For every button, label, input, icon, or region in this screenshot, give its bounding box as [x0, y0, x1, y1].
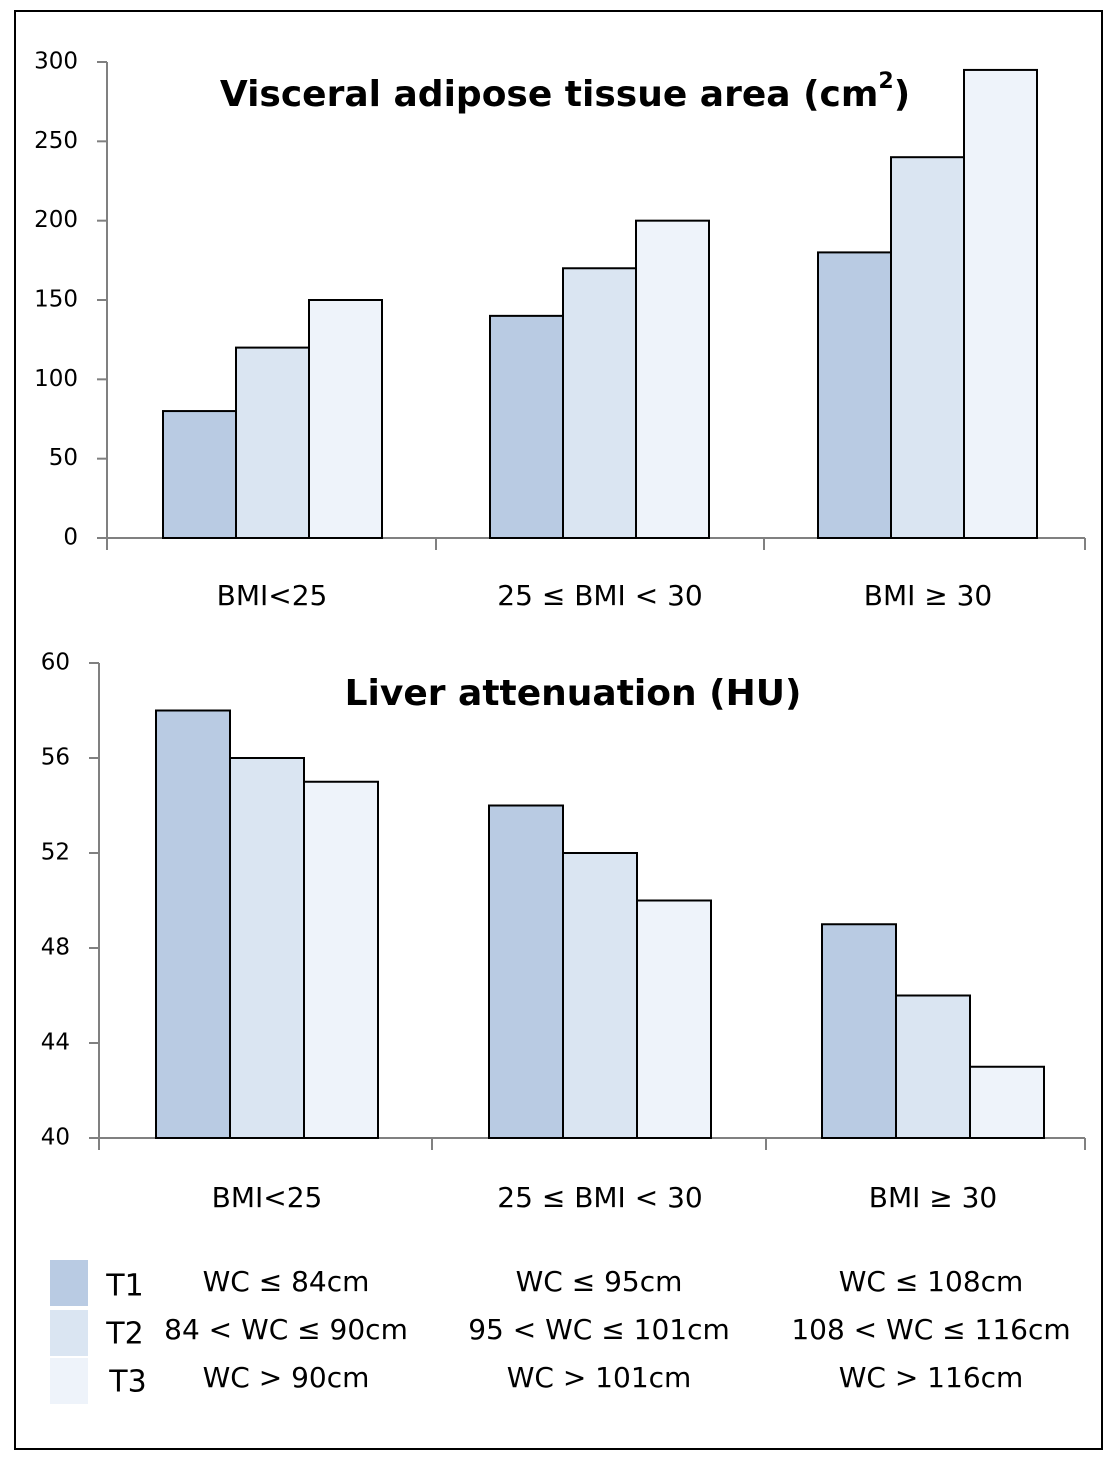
y-tick-label: 52: [41, 840, 70, 866]
bar-t3-1: [303, 780, 379, 1139]
legend-cell: WC > 101cm: [507, 1361, 692, 1394]
y-tick-label: 50: [49, 445, 78, 471]
bar-t1-2: [488, 804, 564, 1139]
y-tick-label: 150: [34, 287, 78, 313]
bar-t2-2: [562, 852, 638, 1139]
legend-swatch-t1: [50, 1260, 88, 1306]
legend: T1 WC ≤ 84cm WC ≤ 95cm WC ≤ 108cm T2 84 < WC …: [50, 1260, 1071, 1404]
legend-cell: 108 < WC ≤ 116cm: [791, 1313, 1070, 1346]
y-tick-label: 60: [41, 650, 70, 676]
legend-series-label: T2: [105, 1317, 143, 1352]
bar-t3-3: [969, 1065, 1045, 1139]
y-tick-label: 100: [34, 366, 78, 392]
x-category-label: BMI<25: [212, 1181, 323, 1214]
chart-title: Liver attenuation (HU): [345, 673, 802, 714]
x-category-label: 25 ≤ BMI < 30: [497, 1181, 702, 1214]
legend-cell: WC > 116cm: [839, 1361, 1024, 1394]
visceral-adipose-chart: Visceral adipose tissue area (cm2) 0 50 100…: [34, 49, 1086, 612]
x-category-label: BMI ≥ 30: [864, 579, 993, 612]
chart-title-superscript: 2: [878, 69, 893, 94]
y-tick-label: 48: [41, 935, 70, 961]
bar-t1-3: [817, 251, 892, 539]
bar-t2-1: [229, 757, 305, 1139]
bar-t3-3: [963, 68, 1038, 540]
chart-title-text: Liver attenuation (HU): [345, 673, 802, 714]
y-tick-label: 0: [63, 525, 78, 551]
bar-t2-3: [895, 994, 971, 1139]
legend-cell: 84 < WC ≤ 90cm: [164, 1313, 408, 1346]
bar-t3-2: [636, 899, 712, 1139]
bar-t1-1: [155, 709, 231, 1139]
legend-cell: 95 < WC ≤ 101cm: [468, 1313, 730, 1346]
legend-cell: WC > 90cm: [203, 1361, 370, 1394]
y-tick-label: 300: [34, 49, 78, 75]
legend-cell: WC ≤ 95cm: [516, 1265, 683, 1298]
x-category-label: 25 ≤ BMI < 30: [497, 579, 702, 612]
bar-t1-1: [162, 410, 237, 540]
legend-series-label: T1: [105, 1269, 143, 1304]
legend-series-label: T3: [108, 1365, 146, 1400]
x-category-label: BMI<25: [217, 579, 328, 612]
y-tick-label: 200: [34, 207, 78, 233]
bar-t1-3: [821, 923, 897, 1139]
liver-attenuation-chart: Liver attenuation (HU) 40 44 48 52 56 60 BMI<25…: [41, 650, 1086, 1214]
legend-swatch-t3: [50, 1358, 88, 1404]
bar-t2-3: [890, 156, 965, 539]
bar-t2-1: [235, 346, 310, 539]
legend-cell: WC ≤ 84cm: [203, 1265, 370, 1298]
bar-t1-2: [489, 314, 564, 539]
y-tick-label: 56: [41, 745, 70, 771]
x-category-label: BMI ≥ 30: [869, 1181, 998, 1214]
legend-swatch-t2: [50, 1310, 88, 1356]
chart-title-suffix: ): [894, 74, 910, 115]
bar-t3-1: [308, 299, 383, 539]
y-tick-label: 40: [41, 1125, 70, 1151]
bar-t3-2: [635, 219, 710, 540]
chart-title: Visceral adipose tissue area (cm2): [220, 69, 910, 115]
y-tick-label: 44: [41, 1030, 70, 1056]
bar-t2-2: [562, 267, 637, 539]
chart-title-text: Visceral adipose tissue area (cm: [220, 74, 879, 115]
legend-cell: WC ≤ 108cm: [839, 1265, 1024, 1298]
y-tick-label: 250: [34, 128, 78, 154]
